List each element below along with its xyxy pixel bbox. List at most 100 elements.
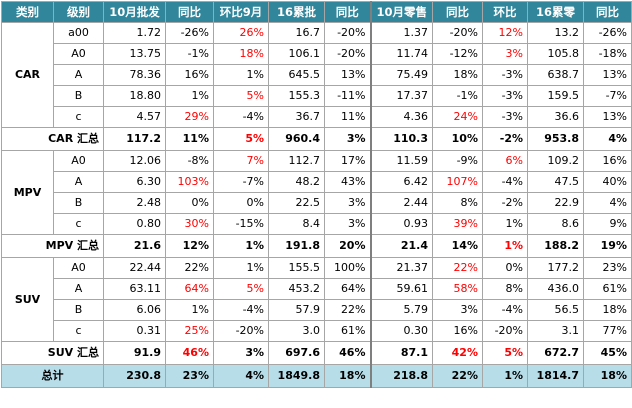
value-cell: 13%	[583, 64, 632, 86]
value-cell: -9%	[432, 150, 483, 172]
value-cell: 16%	[432, 320, 483, 342]
table-row: c 0.80 30% -15% 8.4 3% 0.93 39% 1% 8.6 9…	[2, 213, 632, 235]
subtotal-cell: 3%	[213, 341, 269, 365]
value-cell: 23%	[583, 257, 632, 279]
table-row: A 78.36 16% 1% 645.5 13% 75.49 18% -3% 6…	[2, 64, 632, 86]
value-cell: 8%	[432, 192, 483, 214]
table-row: c 4.57 29% -4% 36.7 11% 4.36 24% -3% 36.…	[2, 106, 632, 128]
value-cell: 2.44	[370, 192, 433, 214]
subtotal-cell: 19%	[583, 234, 632, 258]
value-cell: 17.37	[370, 85, 433, 107]
value-cell: 6.42	[370, 171, 433, 193]
value-cell: 57.9	[268, 299, 325, 321]
value-cell: 105.8	[527, 43, 584, 65]
table-row: B 2.48 0% 0% 22.5 3% 2.44 8% -2% 22.9 4%	[2, 192, 632, 214]
value-cell: 6.30	[103, 171, 166, 193]
subtotal-cell: 1%	[482, 234, 528, 258]
subtotal-cell: 672.7	[527, 341, 584, 365]
value-cell: 159.5	[527, 85, 584, 107]
subtotal-cell: 117.2	[103, 127, 166, 151]
subtotal-cell: 5%	[482, 341, 528, 365]
value-cell: 39%	[432, 213, 483, 235]
header-row: 类别 级别 10月批发 同比 环比9月 16累批 同比 10月零售 同比 环比 …	[1, 1, 632, 23]
subtotal-row: MPV 汇总 21.6 12% 1% 191.8 20% 21.4 14% 1%…	[1, 234, 632, 258]
value-cell: 4.57	[103, 106, 166, 128]
subtotal-cell: 12%	[165, 234, 214, 258]
value-cell: 78.36	[103, 64, 166, 86]
value-cell: 63.11	[103, 278, 166, 300]
value-cell: 100%	[324, 257, 372, 279]
subtotal-cell: 953.8	[527, 127, 584, 151]
value-cell: 4%	[583, 192, 632, 214]
subtotal-cell: 45%	[583, 341, 632, 365]
value-cell: -7%	[213, 171, 269, 193]
category-label: CAR	[1, 22, 54, 128]
value-cell: 59.61	[370, 278, 433, 300]
subtotal-cell: 46%	[324, 341, 372, 365]
value-cell: 18%	[432, 64, 483, 86]
header-cell: 级别	[53, 1, 104, 23]
value-cell: 56.5	[527, 299, 584, 321]
value-cell: 0.31	[103, 320, 166, 342]
subtotal-cell: 91.9	[103, 341, 166, 365]
table-row: B 6.06 1% -4% 57.9 22% 5.79 3% -4% 56.5 …	[2, 299, 632, 321]
total-cell: 1%	[482, 364, 528, 388]
subtotal-label: SUV 汇总	[1, 341, 104, 365]
value-cell: 109.2	[527, 150, 584, 172]
value-cell: 0.80	[103, 213, 166, 235]
subtotal-cell: 4%	[583, 127, 632, 151]
value-cell: 13%	[324, 64, 372, 86]
value-cell: 1%	[213, 64, 269, 86]
subtotal-cell: 5%	[213, 127, 269, 151]
level-cell: A0	[53, 150, 104, 172]
value-cell: 13.2	[527, 22, 584, 44]
total-cell: 218.8	[370, 364, 433, 388]
value-cell: 8.6	[527, 213, 584, 235]
value-cell: 4.36	[370, 106, 433, 128]
value-cell: 16%	[583, 150, 632, 172]
value-cell: 3%	[432, 299, 483, 321]
value-cell: 0%	[213, 192, 269, 214]
header-cell: 同比	[432, 1, 483, 23]
value-cell: 21.37	[370, 257, 433, 279]
level-cell: a00	[53, 22, 104, 44]
value-cell: 8.4	[268, 213, 325, 235]
value-cell: 40%	[583, 171, 632, 193]
value-cell: 1.72	[103, 22, 166, 44]
value-cell: -8%	[165, 150, 214, 172]
level-cell: A	[53, 171, 104, 193]
subtotal-cell: 110.3	[370, 127, 433, 151]
level-cell: A0	[53, 257, 104, 279]
value-cell: 155.3	[268, 85, 325, 107]
total-cell: 1814.7	[527, 364, 584, 388]
value-cell: 36.7	[268, 106, 325, 128]
header-cell: 同比	[583, 1, 632, 23]
level-cell: A0	[53, 43, 104, 65]
value-cell: 75.49	[370, 64, 433, 86]
subtotal-cell: 20%	[324, 234, 372, 258]
table-body: CAR a00 1.72 -26% 26% 16.7 -20% 1.37 -20…	[1, 22, 632, 388]
category-label: MPV	[1, 150, 54, 235]
value-cell: 155.5	[268, 257, 325, 279]
subtotal-cell: 1%	[213, 234, 269, 258]
value-cell: 3.1	[527, 320, 584, 342]
value-cell: -20%	[324, 43, 372, 65]
value-cell: 2.48	[103, 192, 166, 214]
value-cell: -2%	[482, 192, 528, 214]
subtotal-label: MPV 汇总	[1, 234, 104, 258]
table-row: CAR a00 1.72 -26% 26% 16.7 -20% 1.37 -20…	[1, 22, 632, 128]
value-cell: 107%	[432, 171, 483, 193]
level-cell: c	[53, 106, 104, 128]
header-cell: 16累零	[527, 1, 584, 23]
value-cell: 22.9	[527, 192, 584, 214]
total-cell: 22%	[432, 364, 483, 388]
value-cell: -3%	[482, 64, 528, 86]
value-cell: 12%	[482, 22, 528, 44]
table-row: MPV A0 12.06 -8% 7% 112.7 17% 11.59 -9% …	[1, 150, 632, 235]
value-cell: 1%	[165, 299, 214, 321]
header-cell: 环比	[482, 1, 528, 23]
subtotal-cell: 21.4	[370, 234, 433, 258]
value-cell: -18%	[583, 43, 632, 65]
value-cell: 16.7	[268, 22, 325, 44]
value-cell: 453.2	[268, 278, 325, 300]
